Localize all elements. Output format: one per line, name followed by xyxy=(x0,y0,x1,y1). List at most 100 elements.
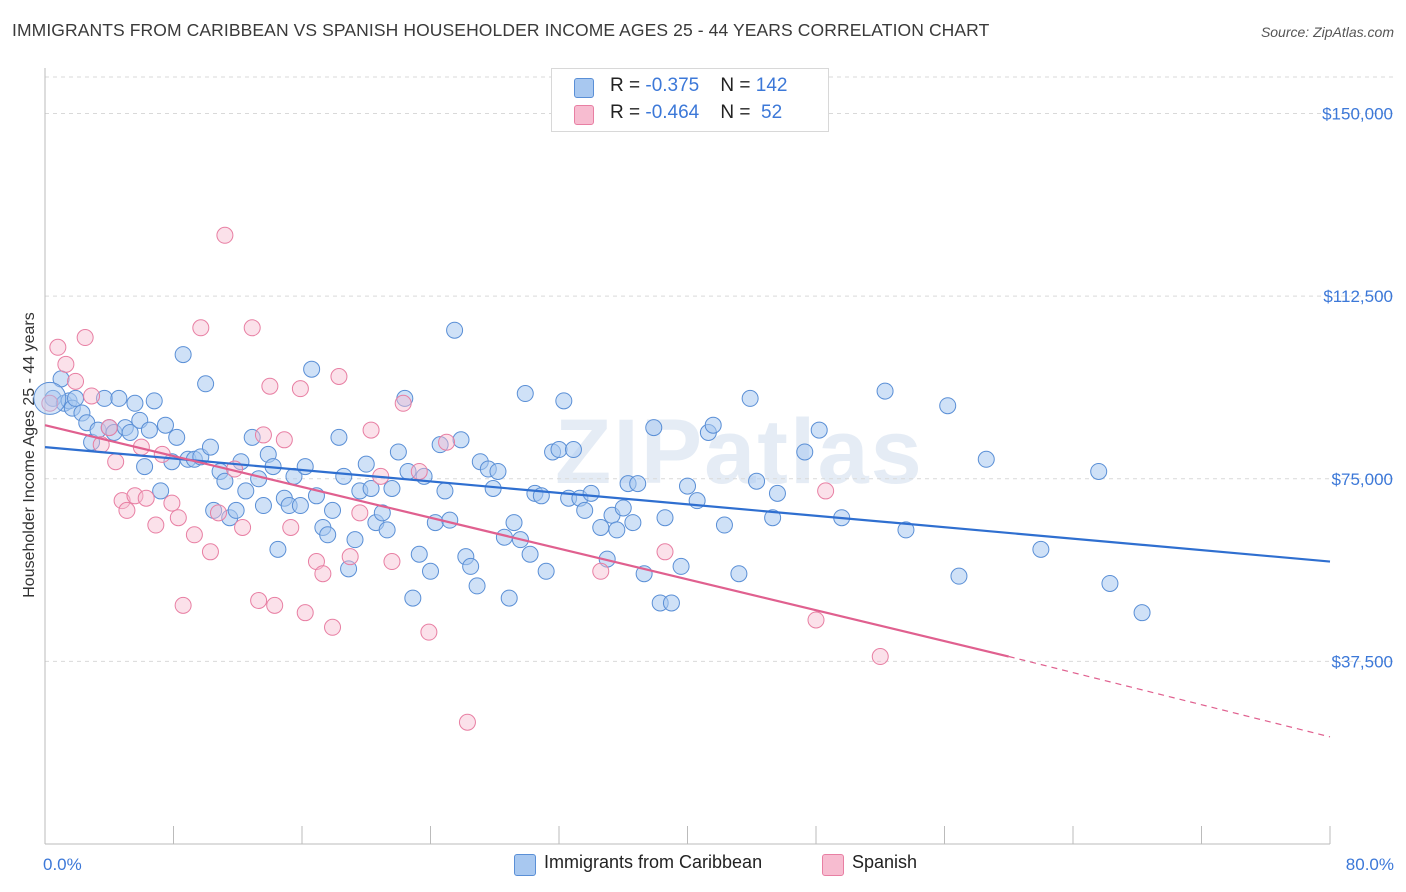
point-caribbean xyxy=(897,521,915,539)
y-tick-label: $112,500 xyxy=(1323,287,1393,306)
point-spanish xyxy=(261,377,279,395)
point-caribbean xyxy=(679,477,696,495)
point-caribbean xyxy=(516,385,534,403)
point-caribbean xyxy=(227,501,245,519)
point-caribbean xyxy=(468,577,486,595)
point-spanish xyxy=(275,431,293,449)
point-caribbean xyxy=(810,421,828,439)
point-caribbean xyxy=(748,472,766,490)
trend-line-spanish xyxy=(44,424,1010,658)
point-spanish xyxy=(107,453,125,471)
point-caribbean xyxy=(608,521,626,539)
point-caribbean xyxy=(1101,574,1119,592)
trend-line-caribbean xyxy=(44,446,1331,563)
point-caribbean xyxy=(201,438,219,456)
point-caribbean xyxy=(645,419,663,437)
point-caribbean xyxy=(764,509,782,527)
point-spanish xyxy=(76,329,94,347)
point-caribbean xyxy=(1032,540,1050,558)
point-caribbean xyxy=(521,545,539,563)
y-tick-label: $150,000 xyxy=(1322,105,1393,124)
point-caribbean xyxy=(121,423,139,441)
point-caribbean xyxy=(576,501,594,519)
point-caribbean xyxy=(136,458,154,476)
point-caribbean xyxy=(436,482,454,500)
trend-line-spanish-extension xyxy=(1008,655,1331,738)
point-spanish xyxy=(420,623,438,641)
legend-swatch-spanish xyxy=(574,105,594,125)
point-spanish xyxy=(266,596,284,614)
point-caribbean xyxy=(614,499,632,517)
point-spanish xyxy=(296,604,314,622)
point-spanish xyxy=(383,553,401,571)
point-spanish xyxy=(324,618,342,636)
point-caribbean xyxy=(550,441,568,459)
point-spanish xyxy=(656,543,674,561)
point-spanish xyxy=(871,648,889,666)
point-caribbean xyxy=(378,521,396,539)
point-spanish xyxy=(126,487,144,505)
point-spanish xyxy=(41,394,59,412)
source-credit: Source: ZipAtlas.com xyxy=(1260,24,1394,40)
point-spanish xyxy=(394,394,412,412)
point-caribbean xyxy=(303,360,321,378)
point-caribbean xyxy=(715,516,733,534)
legend-n-label: N = xyxy=(720,102,756,123)
bottom-legend-swatch-caribbean xyxy=(514,854,536,876)
y-tick-label: $75,000 xyxy=(1332,470,1393,489)
legend-r-value: -0.464 xyxy=(645,102,700,123)
point-spanish xyxy=(330,367,348,385)
legend-n-value: 142 xyxy=(755,75,788,96)
point-spanish xyxy=(169,509,187,527)
x-tick-label: 0.0% xyxy=(43,855,82,874)
point-spanish xyxy=(174,596,192,614)
point-caribbean xyxy=(500,589,518,607)
point-caribbean xyxy=(269,540,287,558)
point-caribbean xyxy=(950,567,968,585)
point-caribbean xyxy=(939,397,957,415)
point-caribbean xyxy=(389,443,407,461)
point-caribbean xyxy=(145,392,163,410)
point-spanish xyxy=(100,419,118,437)
point-spanish xyxy=(592,562,610,580)
point-caribbean xyxy=(410,545,428,563)
point-caribbean xyxy=(152,482,170,500)
point-spanish xyxy=(314,565,332,583)
point-spanish xyxy=(807,611,825,629)
point-caribbean xyxy=(340,560,358,578)
point-caribbean xyxy=(446,321,464,339)
point-spanish xyxy=(341,548,359,566)
point-caribbean xyxy=(555,392,573,410)
point-caribbean xyxy=(422,562,439,580)
x-tick-label: 80.0% xyxy=(1346,855,1394,874)
point-spanish xyxy=(243,319,261,337)
point-caribbean xyxy=(243,428,261,446)
point-spanish xyxy=(57,355,75,373)
point-spanish xyxy=(216,226,234,244)
legend-r-value: -0.375 xyxy=(645,75,700,96)
point-caribbean xyxy=(662,594,680,612)
point-caribbean xyxy=(216,472,234,490)
point-caribbean xyxy=(197,375,215,393)
point-caribbean xyxy=(656,509,674,527)
point-caribbean xyxy=(335,467,353,485)
point-caribbean xyxy=(296,458,314,476)
point-spanish xyxy=(254,426,272,444)
point-spanish xyxy=(185,526,203,544)
point-caribbean xyxy=(357,455,375,473)
point-caribbean xyxy=(404,589,422,607)
point-caribbean xyxy=(1090,462,1108,480)
point-caribbean xyxy=(67,389,85,407)
chart-title: IMMIGRANTS FROM CARIBBEAN VS SPANISH HOU… xyxy=(12,20,990,40)
point-caribbean xyxy=(876,382,894,400)
point-caribbean xyxy=(977,450,995,468)
point-spanish xyxy=(234,518,252,536)
point-caribbean xyxy=(346,531,364,549)
point-spanish xyxy=(67,372,85,390)
point-spanish xyxy=(282,518,300,536)
y-axis-title: Householder Income Ages 25 - 44 years xyxy=(21,312,38,598)
point-caribbean-cluster xyxy=(33,381,67,415)
point-caribbean xyxy=(362,480,380,498)
point-caribbean xyxy=(564,441,582,459)
